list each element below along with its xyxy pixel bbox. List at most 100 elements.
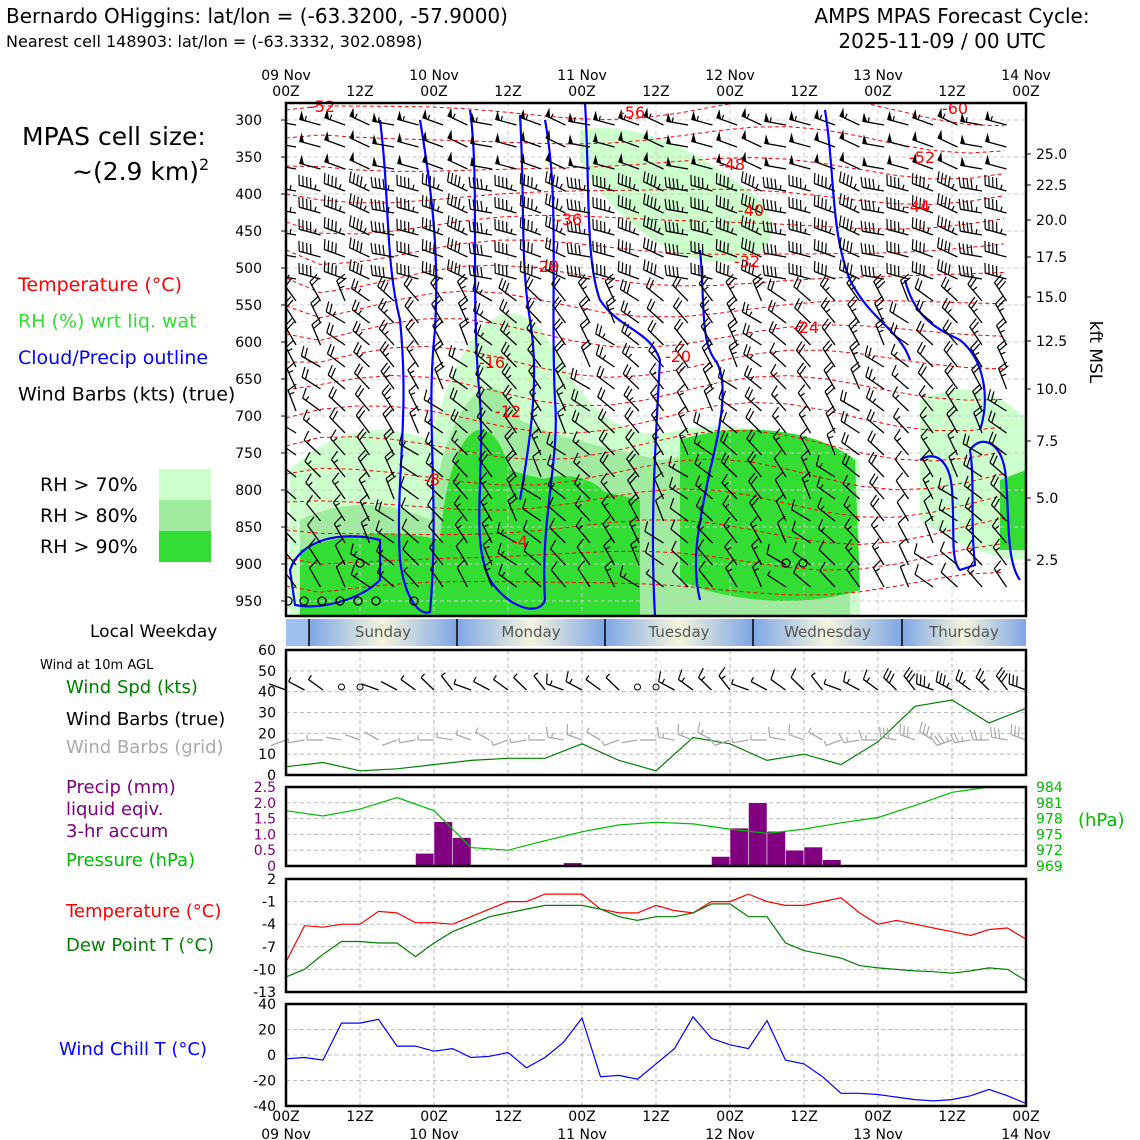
xs-wind-barb <box>918 393 934 412</box>
xs-wind-barb <box>400 506 419 522</box>
wind-barb-true-half <box>605 673 610 678</box>
xs-wind-barb-half <box>308 481 313 487</box>
panel-frame <box>284 1002 1028 1108</box>
xs-wind-barb <box>791 509 811 522</box>
panel-y-tick-label: 20 <box>258 1023 276 1039</box>
xs-wind-barb-half <box>623 114 627 120</box>
xs-wind-barb-feather <box>427 495 434 506</box>
xs-wind-barb-half <box>485 206 488 213</box>
xs-wind-barb <box>286 468 297 478</box>
xs-wind-barb-half <box>410 392 416 396</box>
wind-barb-grid <box>843 739 860 744</box>
xs-wind-barb-half <box>902 206 905 212</box>
xs-wind-barb-feather <box>401 518 408 529</box>
wind-barb-true <box>750 680 768 691</box>
xs-wind-barb-feather <box>770 222 773 233</box>
xs-wind-barb-half <box>844 113 848 119</box>
xs-wind-barb <box>480 501 493 522</box>
xs-wind-barb-feather <box>842 216 846 228</box>
xs-wind-barb <box>619 575 640 588</box>
xs-wind-barb-feather <box>678 365 686 375</box>
xs-wind-barb-feather <box>450 238 454 250</box>
xs-wind-barb <box>549 527 566 544</box>
xs-wind-barb-feather <box>991 412 996 423</box>
panel-y-tick-label: 60 <box>258 643 276 659</box>
panel-y-tick-label: 20 <box>258 726 276 742</box>
wind-barb-grid <box>381 739 398 747</box>
temperature-contour <box>286 517 1005 546</box>
xs-wind-barb-feather <box>555 242 559 253</box>
xs-wind-barb-feather <box>460 321 470 329</box>
xs-wind-barb-half <box>386 396 391 400</box>
xs-wind-barb-feather <box>480 222 483 234</box>
xs-wind-barb-feather <box>621 262 624 273</box>
pressure-tick-label: 981 <box>1036 796 1063 812</box>
kft-axis-label: kft MSL <box>1085 321 1105 384</box>
xs-wind-barb-feather <box>797 384 806 394</box>
xs-wind-barb <box>793 572 811 588</box>
xs-wind-barb-feather <box>482 537 492 546</box>
xs-wind-barb <box>372 120 395 126</box>
xs-wind-barb-feather <box>843 413 848 424</box>
xs-wind-barb-feather <box>972 383 981 392</box>
xs-wind-barb-feather <box>331 472 340 482</box>
xs-wind-barb-feather <box>762 264 765 276</box>
xs-wind-barb-feather <box>648 279 655 290</box>
xs-wind-barb-feather <box>356 240 359 252</box>
xs-wind-barb-half <box>671 117 674 123</box>
xs-wind-barb-feather <box>701 277 709 287</box>
xs-wind-barb-half <box>573 117 576 123</box>
xs-wind-barb-half <box>550 483 555 489</box>
xs-wind-barb <box>523 529 542 544</box>
xs-wind-barb-feather <box>281 200 282 210</box>
xs-wind-barb-feather <box>867 347 872 358</box>
wind-barb-grid-feather <box>989 726 993 738</box>
xs-legend-item: RH (%) wrt liq. wat <box>18 311 197 333</box>
xs-wind-barb-half <box>428 461 433 466</box>
xs-wind-barb-feather <box>479 472 488 481</box>
xs-wind-barb <box>630 544 640 566</box>
xs-wind-barb-feather <box>794 298 800 308</box>
wind-barb-true <box>380 680 398 691</box>
xs-wind-barb-feather <box>767 299 773 310</box>
xs-wind-barb-half <box>967 505 972 510</box>
xs-wind-barb-feather <box>528 300 535 311</box>
xs-wind-barb-half <box>851 307 857 312</box>
xs-wind-barb <box>789 118 811 126</box>
weekday-name: Thursday <box>928 623 999 641</box>
xs-wind-barb-half <box>648 113 652 119</box>
xs-wind-barb-feather <box>766 243 769 254</box>
xs-wind-barb-feather <box>849 220 853 231</box>
xs-wind-barb-feather <box>653 242 657 253</box>
xs-wind-barb <box>308 567 322 588</box>
xs-wind-barb-feather <box>751 537 760 546</box>
xs-wind-barb-feather <box>650 262 653 274</box>
temperature-legend: Temperature (°C) <box>65 901 221 922</box>
xs-wind-barb-half <box>657 205 661 211</box>
xs-wind-barb-feather <box>844 434 849 445</box>
xs-wind-barb-feather <box>970 178 973 190</box>
xs-wind-barb-half <box>510 228 513 234</box>
xs-wind-barb-flag <box>324 109 330 120</box>
xs-wind-barb-flag <box>422 131 428 142</box>
xs-wind-barb-feather <box>548 496 554 507</box>
xs-wind-barb-flag <box>299 154 305 165</box>
xs-wind-barb-feather <box>273 243 274 253</box>
xs-wind-barb <box>333 523 346 544</box>
wind-barb-true <box>493 678 509 691</box>
xs-wind-barb <box>839 159 860 170</box>
xs-wind-barb-feather <box>629 199 631 210</box>
wind-barb-grid-half <box>961 736 964 742</box>
xs-wind-barb-feather <box>872 266 875 278</box>
xs-wind-barb-feather <box>327 218 330 229</box>
xs-wind-barb-feather <box>554 299 562 309</box>
xs-wind-barb-half <box>775 436 781 441</box>
temperature-contour <box>286 543 1005 571</box>
xs-wind-barb-feather <box>625 366 632 377</box>
xs-wind-barb-feather <box>433 265 435 276</box>
xs-wind-barb <box>376 550 395 566</box>
xs-wind-barb-half <box>999 307 1005 312</box>
rh-legend-swatch <box>159 500 211 531</box>
xs-wind-barb-half <box>946 287 952 292</box>
xs-wind-barb-feather <box>621 321 627 332</box>
